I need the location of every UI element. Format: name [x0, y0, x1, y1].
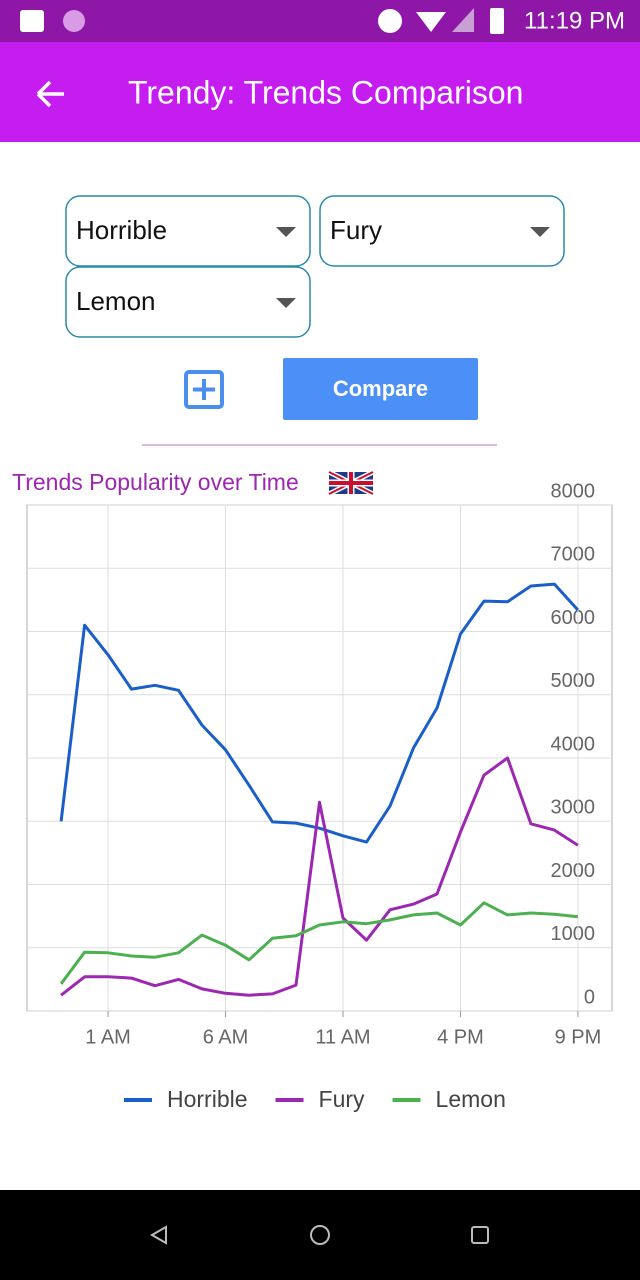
selector[interactable]: Lemon	[65, 266, 311, 338]
clock: 11:19 PM	[524, 7, 625, 34]
app-bar	[0, 42, 640, 142]
series-line	[59, 901, 579, 985]
y-tick-label: 5000	[551, 670, 596, 692]
x-tick-label: 11 AM	[315, 1026, 370, 1048]
y-tick-label: 4000	[551, 733, 596, 755]
status-bar	[0, 0, 640, 42]
gallery-icon	[20, 10, 44, 32]
x-tick-label: 6 AM	[203, 1026, 249, 1048]
selector-text: Fury	[330, 215, 382, 245]
y-tick-label: 0	[584, 986, 595, 1008]
compare-button[interactable]: Compare	[283, 358, 478, 420]
app-title: Trendy: Trends Comparison	[128, 74, 523, 110]
caret	[530, 227, 550, 237]
legend-label: Horrible	[167, 1086, 248, 1112]
selector[interactable]: Fury	[319, 195, 565, 267]
y-tick-label: 1000	[551, 923, 596, 945]
app-icon	[63, 10, 85, 32]
selector[interactable]: Horrible	[65, 195, 311, 267]
caret	[276, 298, 296, 308]
selector-box	[65, 195, 311, 267]
button-bg	[283, 358, 478, 420]
nav-recents[interactable]	[471, 1226, 489, 1244]
y-tick-label: 6000	[551, 607, 596, 629]
selector-text: Horrible	[76, 215, 167, 245]
y-tick-label: 3000	[551, 797, 596, 819]
series-line	[60, 756, 579, 997]
nav-back[interactable]	[149, 1225, 167, 1245]
dnd-icon	[378, 9, 402, 33]
x-tick-label: 4 PM	[437, 1026, 484, 1048]
add-button[interactable]	[184, 370, 224, 409]
selector-box	[319, 195, 565, 267]
x-tick-label: 1 AM	[85, 1026, 131, 1048]
series-line	[59, 582, 580, 844]
battery-icon	[490, 8, 504, 34]
wifi-icon	[416, 12, 446, 32]
signal-icon	[452, 8, 474, 32]
legend: Horrible Fury Lemon	[124, 1086, 506, 1112]
x-tick-label: 9 PM	[555, 1026, 602, 1048]
back-button[interactable]	[36, 80, 64, 108]
legend-label: Fury	[319, 1086, 366, 1112]
caret	[276, 227, 296, 237]
uk-flag	[327, 469, 375, 497]
chart-title: Trends Popularity over Time	[12, 469, 299, 495]
legend-label: Lemon	[436, 1086, 506, 1112]
add-plus	[193, 379, 215, 400]
y-tick-label: 2000	[551, 860, 596, 882]
selector-text: Lemon	[76, 286, 156, 316]
nav-home[interactable]	[310, 1225, 330, 1245]
button-label: Compare	[333, 376, 428, 401]
y-tick-label: 8000	[551, 480, 596, 502]
add-box	[184, 370, 224, 409]
plot: 0 1000 2000 3000 4000 5000 6000 7000 8000 1 AM 6 A…	[27, 480, 612, 1112]
y-tick-label: 7000	[551, 544, 596, 566]
nav-bar	[0, 1190, 640, 1280]
selector-box	[65, 266, 311, 338]
